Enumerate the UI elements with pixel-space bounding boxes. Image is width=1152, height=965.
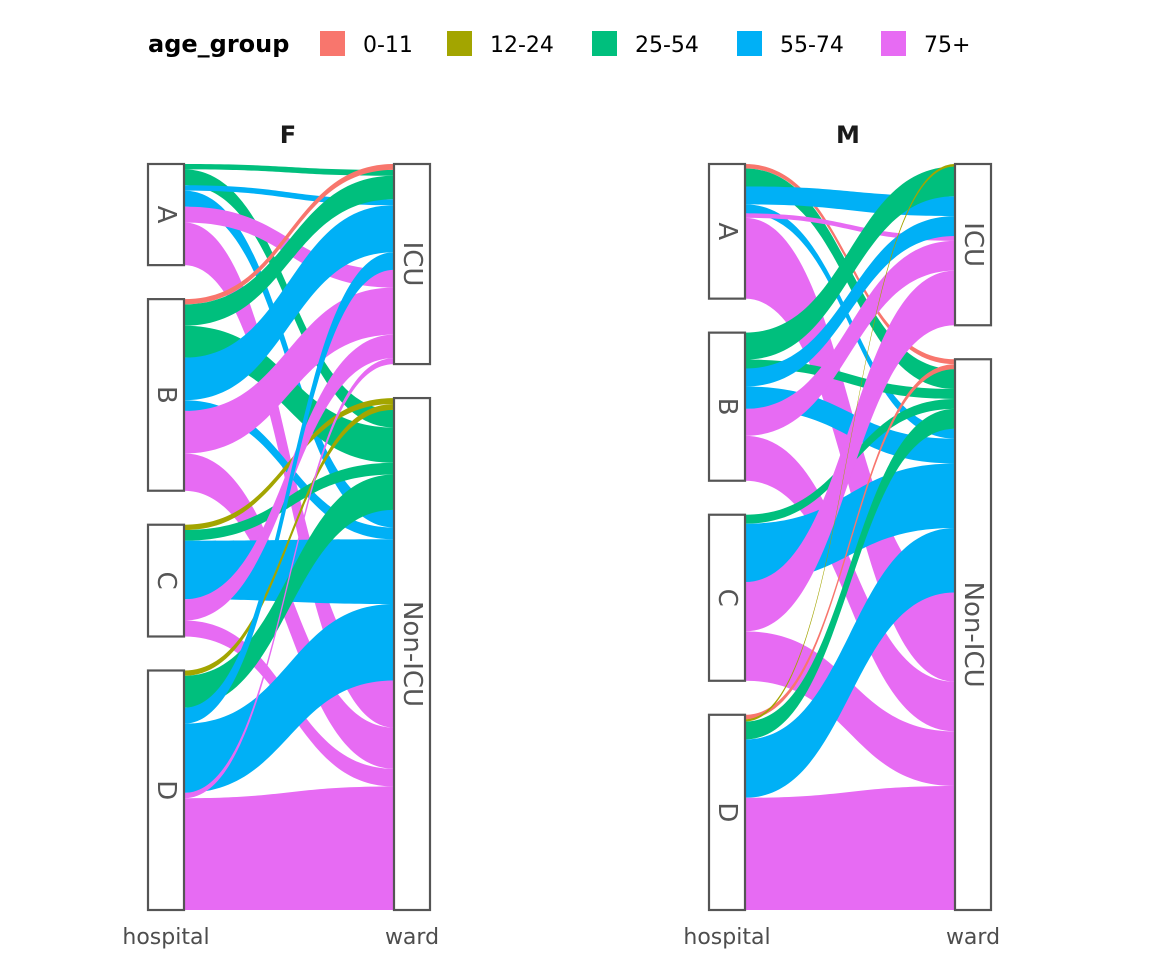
legend-label: 55-74	[780, 33, 844, 58]
hospital-stratum-label: C	[712, 589, 742, 607]
flow-d-55-74-icu	[184, 252, 394, 724]
legend-title: age_group	[148, 30, 289, 58]
legend-swatch	[881, 31, 906, 56]
legend-item-12-24: 12-24	[447, 31, 554, 58]
legend-item-55-74: 55-74	[737, 31, 844, 58]
legend: age_group 0-11 12-24 25-54 55-74 75+	[148, 30, 970, 58]
x-axis-label-hospital: hospital	[122, 925, 209, 950]
flow-d-55-74-non-icu	[745, 527, 955, 798]
flow-a-25-54-non-icu	[745, 168, 955, 390]
flow-c-25-54-non-icu	[184, 462, 394, 541]
ward-stratum-icu	[392, 162, 432, 366]
flows	[184, 164, 394, 910]
panel-title: F	[280, 121, 296, 149]
panel-title: M	[836, 121, 860, 149]
hospital-stratum-label: D	[712, 802, 742, 822]
flow-b-25-54-icu	[184, 175, 394, 326]
panel-f: F A B C D ICU Non-ICU hospital ward	[122, 121, 439, 950]
ward-stratum-label: Non-ICU	[397, 601, 427, 707]
x-axis-label-ward: ward	[385, 925, 439, 950]
flow-d-55-74-non-icu	[184, 604, 394, 793]
ward-stratum-non-icu	[392, 396, 432, 912]
legend-item-25-54: 25-54	[592, 31, 699, 58]
hospital-stratum-b	[146, 298, 186, 492]
hospital-stratum-label: C	[151, 572, 181, 590]
flow-d-75-non-icu	[184, 786, 394, 910]
flow-d-75-non-icu	[745, 785, 955, 910]
hospital-stratum-b	[707, 331, 747, 482]
legend-items: 0-11 12-24 25-54 55-74 75+	[320, 31, 970, 58]
flow-b-75-icu	[745, 240, 955, 436]
legend-swatch	[447, 31, 472, 56]
panels: F A B C D ICU Non-ICU hospital ward M A B C D ICU Non-I…	[122, 121, 1000, 950]
hospital-stratum-d	[146, 669, 186, 912]
legend-swatch	[320, 31, 345, 56]
hospital-stratum-a	[146, 162, 186, 267]
hospital-stratum-label: B	[151, 386, 181, 404]
flow-c-75-icu	[184, 334, 394, 621]
flow-a-55-74-non-icu	[745, 204, 955, 439]
ward-stratum-label: ICU	[958, 222, 988, 267]
legend-label: 12-24	[490, 33, 554, 58]
hospital-stratum-a	[707, 162, 747, 300]
legend-item-75: 75+	[881, 31, 970, 58]
hospital-strata: A B C D	[146, 162, 186, 912]
hospital-stratum-c	[146, 523, 186, 638]
hospital-stratum-label: D	[151, 780, 181, 800]
hospital-stratum-c	[707, 513, 747, 682]
hospital-stratum-label: B	[712, 398, 742, 416]
legend-label: 25-54	[635, 33, 699, 58]
legend-item-0-11: 0-11	[320, 31, 413, 58]
flows	[745, 164, 955, 910]
flow-b-55-74-icu	[745, 216, 955, 387]
ward-stratum-non-icu	[953, 358, 993, 912]
panel-m: M A B C D ICU Non-ICU hospital ward	[683, 121, 1000, 950]
legend-label: 75+	[924, 33, 970, 58]
x-axis-label-ward: ward	[946, 925, 1000, 950]
x-axis-label-hospital: hospital	[683, 925, 770, 950]
flow-c-75-non-icu	[745, 631, 955, 786]
flow-b-75-non-icu	[184, 453, 394, 769]
ward-stratum-label: ICU	[397, 242, 427, 287]
flow-c-12-24-non-icu	[184, 398, 394, 531]
flow-d-12-24-non-icu	[184, 403, 394, 676]
ward-strata: ICU Non-ICU	[953, 162, 993, 912]
flow-d-75-icu	[184, 358, 394, 799]
hospital-stratum-label: A	[151, 206, 181, 224]
flow-d-25-54-non-icu	[745, 408, 955, 740]
ward-strata: ICU Non-ICU	[392, 162, 432, 912]
ward-stratum-label: Non-ICU	[958, 582, 988, 688]
flow-b-75-icu	[184, 287, 394, 454]
ward-stratum-icu	[953, 162, 993, 327]
hospital-stratum-label: A	[712, 222, 742, 240]
hospital-strata: A B C D	[707, 162, 747, 912]
flow-b-0-11-icu	[184, 164, 394, 305]
hospital-stratum-d	[707, 713, 747, 912]
flow-d-0-11-non-icu	[745, 364, 955, 720]
flow-c-75-icu	[745, 270, 955, 632]
flow-d-25-54-non-icu	[184, 474, 394, 708]
flow-d-12-24-icu	[745, 164, 955, 722]
legend-label: 0-11	[363, 33, 413, 58]
legend-swatch	[737, 31, 762, 56]
flow-b-55-74-icu	[184, 205, 394, 401]
legend-swatch	[592, 31, 617, 56]
flow-a-25-54-icu	[184, 164, 394, 176]
flow-b-25-54-icu	[745, 166, 955, 360]
